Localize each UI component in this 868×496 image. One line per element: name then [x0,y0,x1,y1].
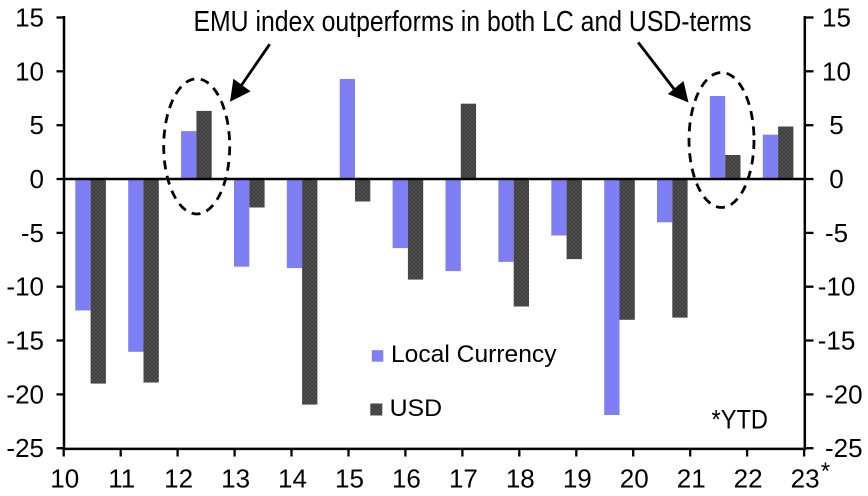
svg-text:-10: -10 [818,272,856,302]
svg-text:*YTD: *YTD [712,404,769,434]
svg-text:-5: -5 [825,218,848,248]
svg-text:5: 5 [829,110,843,140]
svg-text:18: 18 [506,464,535,494]
svg-text:16: 16 [392,464,421,494]
svg-text:22: 22 [734,464,763,494]
svg-text:15: 15 [335,464,364,494]
svg-text:17: 17 [449,464,478,494]
svg-text:-10: -10 [6,272,44,302]
svg-text:10: 10 [50,464,79,494]
svg-text:Local Currency: Local Currency [391,341,557,368]
svg-text:12: 12 [164,464,193,494]
svg-text:23: 23 [791,464,820,494]
svg-text:13: 13 [221,464,250,494]
svg-text:0: 0 [30,164,44,194]
svg-text:10: 10 [822,56,851,86]
svg-text:15: 15 [822,3,851,33]
svg-text:-5: -5 [21,218,44,248]
svg-text:15: 15 [15,3,44,33]
svg-text:-20: -20 [6,379,44,409]
svg-text:EMU index outperforms in both: EMU index outperforms in both LC and USD… [194,6,752,38]
svg-text:-15: -15 [818,326,856,356]
svg-text:5: 5 [30,110,44,140]
svg-text:11: 11 [108,464,135,494]
svg-text:0: 0 [829,164,843,194]
svg-text:14: 14 [278,464,307,494]
svg-text:19: 19 [563,464,592,494]
svg-text:-20: -20 [825,379,863,409]
svg-text:10: 10 [15,56,44,86]
svg-text:-25: -25 [825,433,863,463]
svg-text:*: * [821,458,830,485]
svg-text:-15: -15 [6,326,44,356]
svg-text:21: 21 [677,464,706,494]
svg-text:20: 20 [620,464,649,494]
svg-text:USD: USD [390,395,443,422]
svg-text:-25: -25 [6,433,44,463]
